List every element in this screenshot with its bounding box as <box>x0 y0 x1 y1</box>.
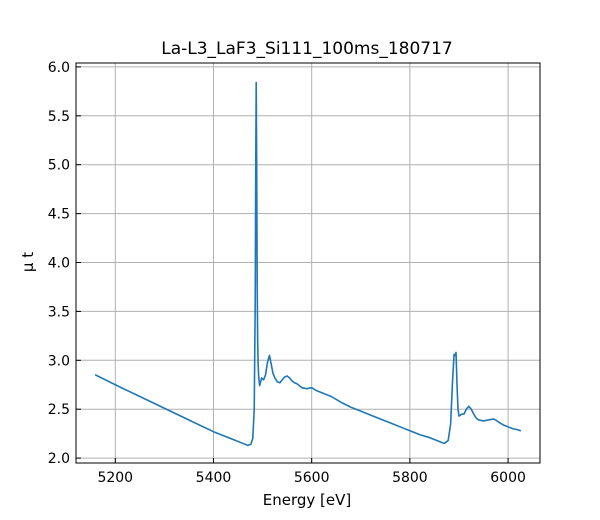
x-tick-label: 5200 <box>97 470 133 486</box>
chart-title: La-L3_LaF3_Si111_100ms_180717 <box>161 39 453 59</box>
y-tick-label: 5.0 <box>48 158 70 174</box>
y-axis-title: μ t <box>19 252 37 272</box>
y-tick-label: 5.5 <box>48 109 70 125</box>
x-axis: 5200 5400 5600 5800 6000 <box>97 458 526 486</box>
y-axis: 2.0 2.5 3.0 3.5 4.0 4.5 5.0 5.5 6.0 <box>48 60 81 467</box>
y-tick-label: 4.0 <box>48 256 70 272</box>
x-tick-label: 5400 <box>196 470 232 486</box>
y-tick-label: 3.0 <box>48 353 70 369</box>
y-tick-label: 4.5 <box>48 207 70 223</box>
x-tick-label: 5600 <box>294 470 330 486</box>
x-tick-label: 6000 <box>490 470 526 486</box>
plot-series <box>94 81 522 447</box>
y-tick-label: 2.5 <box>48 402 70 418</box>
series-line <box>94 81 522 447</box>
y-tick-label: 3.5 <box>48 304 70 320</box>
x-tick-label: 5800 <box>392 470 428 486</box>
y-tick-label: 2.0 <box>48 451 70 467</box>
y-tick-label: 6.0 <box>48 60 70 76</box>
grid <box>76 63 540 463</box>
x-axis-title: Energy [eV] <box>263 491 351 509</box>
